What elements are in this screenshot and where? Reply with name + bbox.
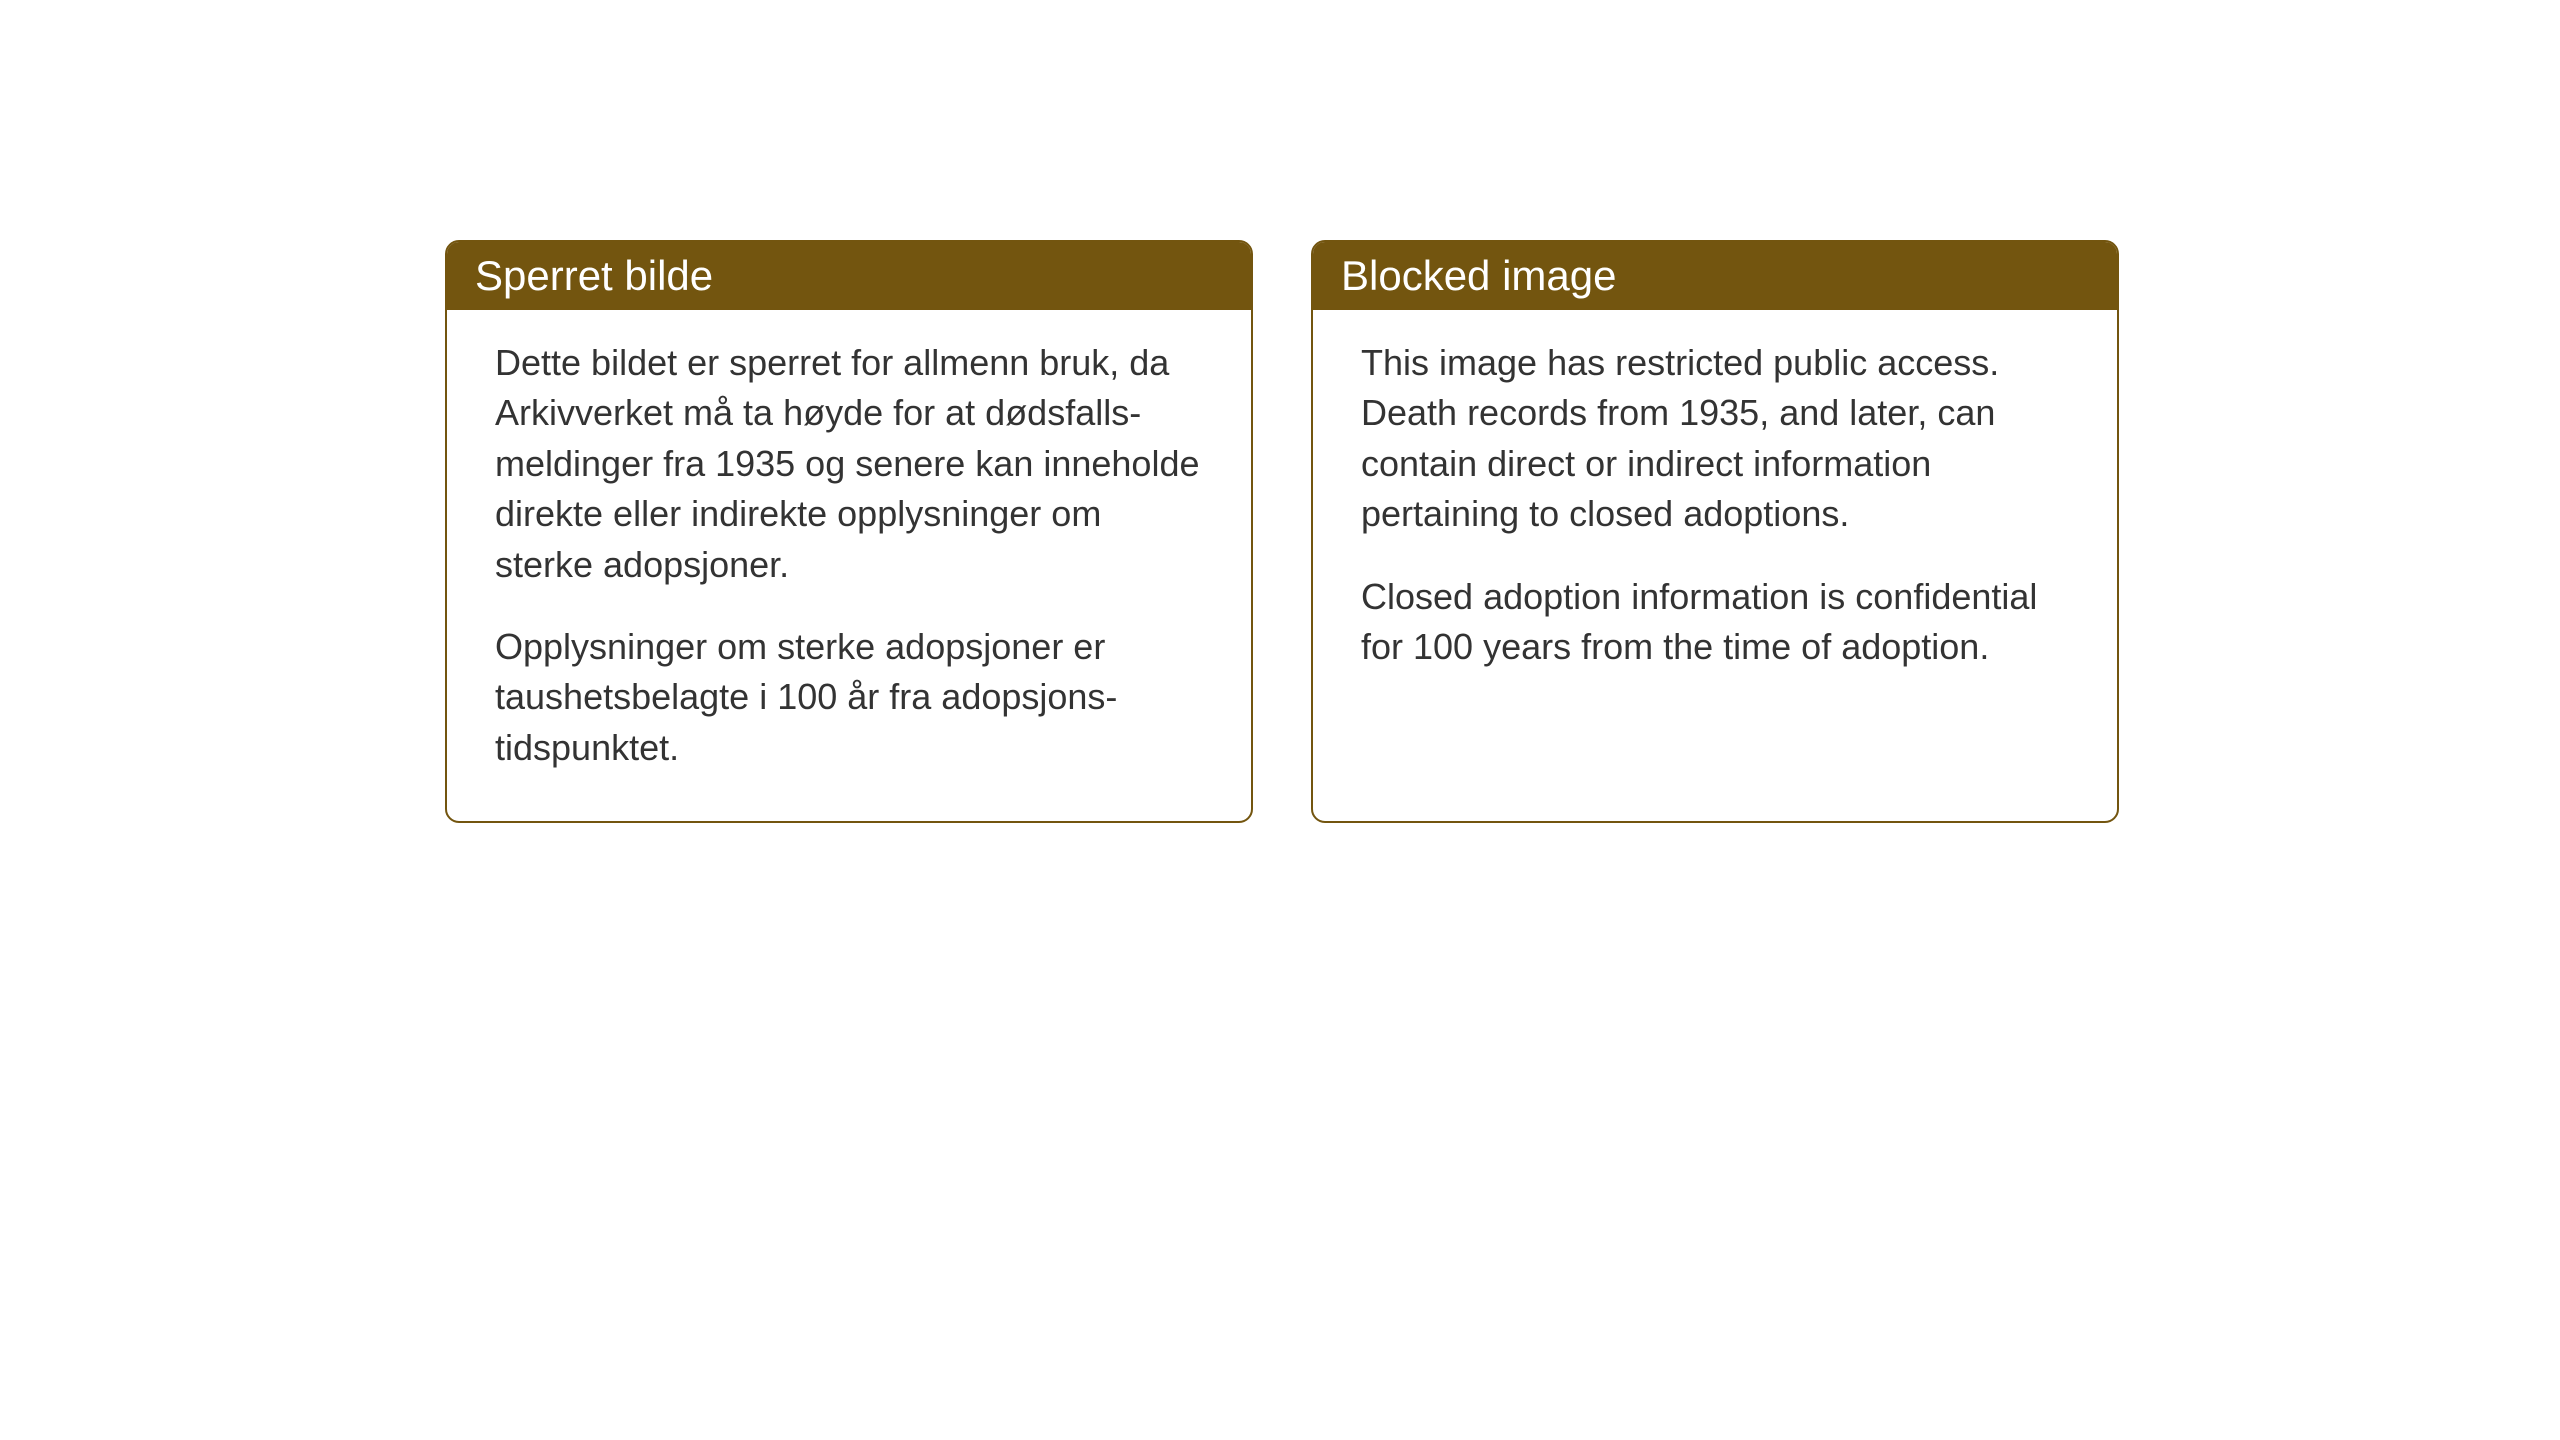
english-paragraph-1: This image has restricted public access.… xyxy=(1361,338,2069,540)
norwegian-paragraph-1: Dette bildet er sperret for allmenn bruk… xyxy=(495,338,1203,590)
english-notice-box: Blocked image This image has restricted … xyxy=(1311,240,2119,823)
norwegian-notice-box: Sperret bilde Dette bildet er sperret fo… xyxy=(445,240,1253,823)
norwegian-notice-header: Sperret bilde xyxy=(447,242,1251,310)
norwegian-paragraph-2: Opplysninger om sterke adopsjoner er tau… xyxy=(495,622,1203,773)
english-paragraph-2: Closed adoption information is confident… xyxy=(1361,572,2069,673)
norwegian-notice-body: Dette bildet er sperret for allmenn bruk… xyxy=(447,310,1251,821)
notice-container: Sperret bilde Dette bildet er sperret fo… xyxy=(445,240,2119,823)
english-notice-body: This image has restricted public access.… xyxy=(1313,310,2117,765)
english-notice-header: Blocked image xyxy=(1313,242,2117,310)
